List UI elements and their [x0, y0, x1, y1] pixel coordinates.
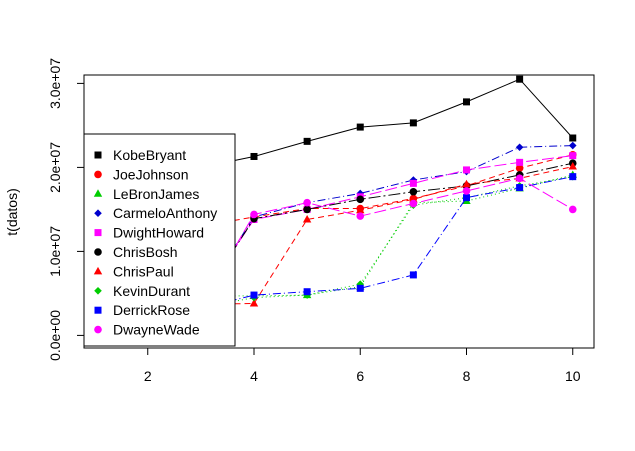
legend-marker: [94, 209, 102, 217]
data-point: [409, 187, 418, 196]
legend-marker: [93, 266, 103, 275]
legend-label: KevinDurant: [113, 283, 190, 299]
data-point: [409, 179, 417, 187]
x-tick-label: 2: [144, 368, 152, 384]
legend-item: CarmeloAnthony: [94, 205, 217, 221]
y-axis-label: t(datos): [4, 188, 20, 235]
legend-item: DerrickRose: [94, 302, 190, 318]
series-line: [94, 177, 574, 307]
data-point: [568, 205, 577, 214]
x-tick-label: 6: [356, 368, 364, 384]
data-point: [463, 194, 470, 202]
y-tick-label: 2.0e+07: [47, 142, 63, 193]
data-point: [409, 119, 417, 127]
data-point: [249, 298, 259, 307]
legend-box: [83, 133, 236, 347]
series-line: [94, 166, 573, 310]
legend-item: JoeJohnson: [94, 166, 189, 182]
legend-marker: [94, 170, 102, 179]
data-point: [302, 214, 312, 223]
data-point: [515, 174, 524, 183]
data-point: [462, 187, 471, 195]
data-point: [463, 166, 470, 174]
data-point: [516, 75, 524, 83]
data-point: [569, 152, 577, 160]
legend-label: DerrickRose: [113, 302, 190, 318]
series-line: [94, 155, 573, 303]
data-point: [356, 212, 365, 220]
legend-label: CarmeloAnthony: [113, 205, 217, 221]
data-point: [568, 162, 577, 170]
data-point: [250, 291, 258, 299]
data-point: [250, 210, 258, 219]
legend-label: ChrisPaul: [113, 263, 174, 279]
data-point: [303, 198, 311, 207]
data-point: [409, 199, 418, 208]
data-point: [356, 195, 365, 204]
series-line: [94, 154, 573, 236]
data-point: [516, 184, 524, 192]
series-line: [94, 162, 573, 304]
data-point: [462, 179, 471, 188]
legend-marker: [94, 306, 102, 314]
data-point: [303, 205, 311, 214]
legend-label: JoeJohnson: [113, 166, 189, 182]
data-point: [515, 143, 524, 152]
legend-marker: [94, 287, 102, 295]
legend-item: ChrisBosh: [94, 244, 178, 260]
legend-marker: [94, 229, 102, 237]
data-point: [250, 152, 258, 160]
y-axis: 0.0e+00 1.0e+07 2.0e+07 3.0e+07: [47, 58, 85, 361]
x-axis: 2 4 6 8 10: [144, 347, 581, 384]
y-tick-label: 0.0e+00: [47, 310, 63, 361]
x-tick-label: 4: [250, 368, 258, 384]
x-tick-label: 8: [463, 368, 471, 384]
data-point: [569, 134, 577, 142]
legend-marker: [94, 151, 102, 159]
y-tick-label: 1.0e+07: [47, 226, 63, 277]
data-point: [356, 284, 364, 292]
data-point: [356, 123, 364, 131]
data-point: [303, 137, 311, 145]
x-tick-label: 10: [565, 368, 581, 384]
legend-label: DwayneWade: [113, 322, 200, 338]
legend-marker: [94, 248, 102, 256]
legend-label: DwightHoward: [113, 225, 204, 241]
legend-label: KobeBryant: [113, 147, 186, 163]
data-point: [516, 158, 524, 166]
legend-marker: [93, 189, 103, 197]
data-point: [356, 205, 365, 214]
legend-item: KevinDurant: [94, 283, 190, 299]
data-point: [303, 288, 311, 296]
legend-item: LeBronJames: [93, 186, 199, 202]
legend-item: DwayneWade: [94, 322, 200, 338]
data-point: [515, 164, 524, 173]
legend-item: ChrisPaul: [93, 263, 174, 279]
data-point: [463, 98, 470, 106]
data-point: [409, 271, 417, 279]
data-point: [568, 141, 577, 150]
data-point: [569, 173, 577, 181]
y-tick-label: 3.0e+07: [47, 58, 63, 109]
legend: KobeBryant JoeJohnson LeBronJames CarmeloAn…: [83, 133, 236, 347]
legend-label: ChrisBosh: [113, 244, 178, 260]
legend-label: LeBronJames: [113, 186, 199, 202]
legend-item: KobeBryant: [94, 147, 186, 163]
legend-item: DwightHoward: [94, 225, 204, 241]
legend-marker: [94, 325, 102, 334]
